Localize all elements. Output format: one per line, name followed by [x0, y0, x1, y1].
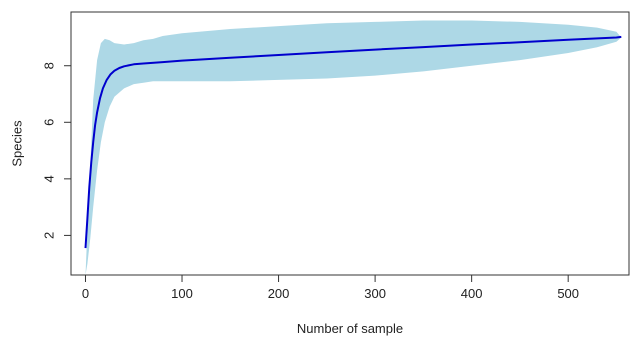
y-axis: 2 4 6 8 — [42, 62, 71, 239]
x-tick-label: 500 — [557, 286, 579, 301]
plot-area — [84, 20, 622, 275]
y-axis-title: Species — [10, 120, 25, 167]
confidence-band — [85, 20, 622, 275]
x-tick-label: 400 — [461, 286, 483, 301]
rarefaction-curve — [84, 35, 622, 249]
y-tick-label: 6 — [42, 119, 57, 126]
y-tick-label: 4 — [42, 175, 57, 182]
x-tick-label: 300 — [364, 286, 386, 301]
x-tick-label: 0 — [82, 286, 89, 301]
x-axis-title: Number of sample — [297, 321, 403, 336]
y-tick-label: 2 — [42, 232, 57, 239]
plot-frame — [70, 11, 630, 276]
x-tick-label: 200 — [268, 286, 290, 301]
x-axis: 0 100 200 300 400 500 — [82, 275, 579, 301]
y-tick-label: 8 — [42, 62, 57, 69]
x-tick-label: 100 — [171, 286, 193, 301]
